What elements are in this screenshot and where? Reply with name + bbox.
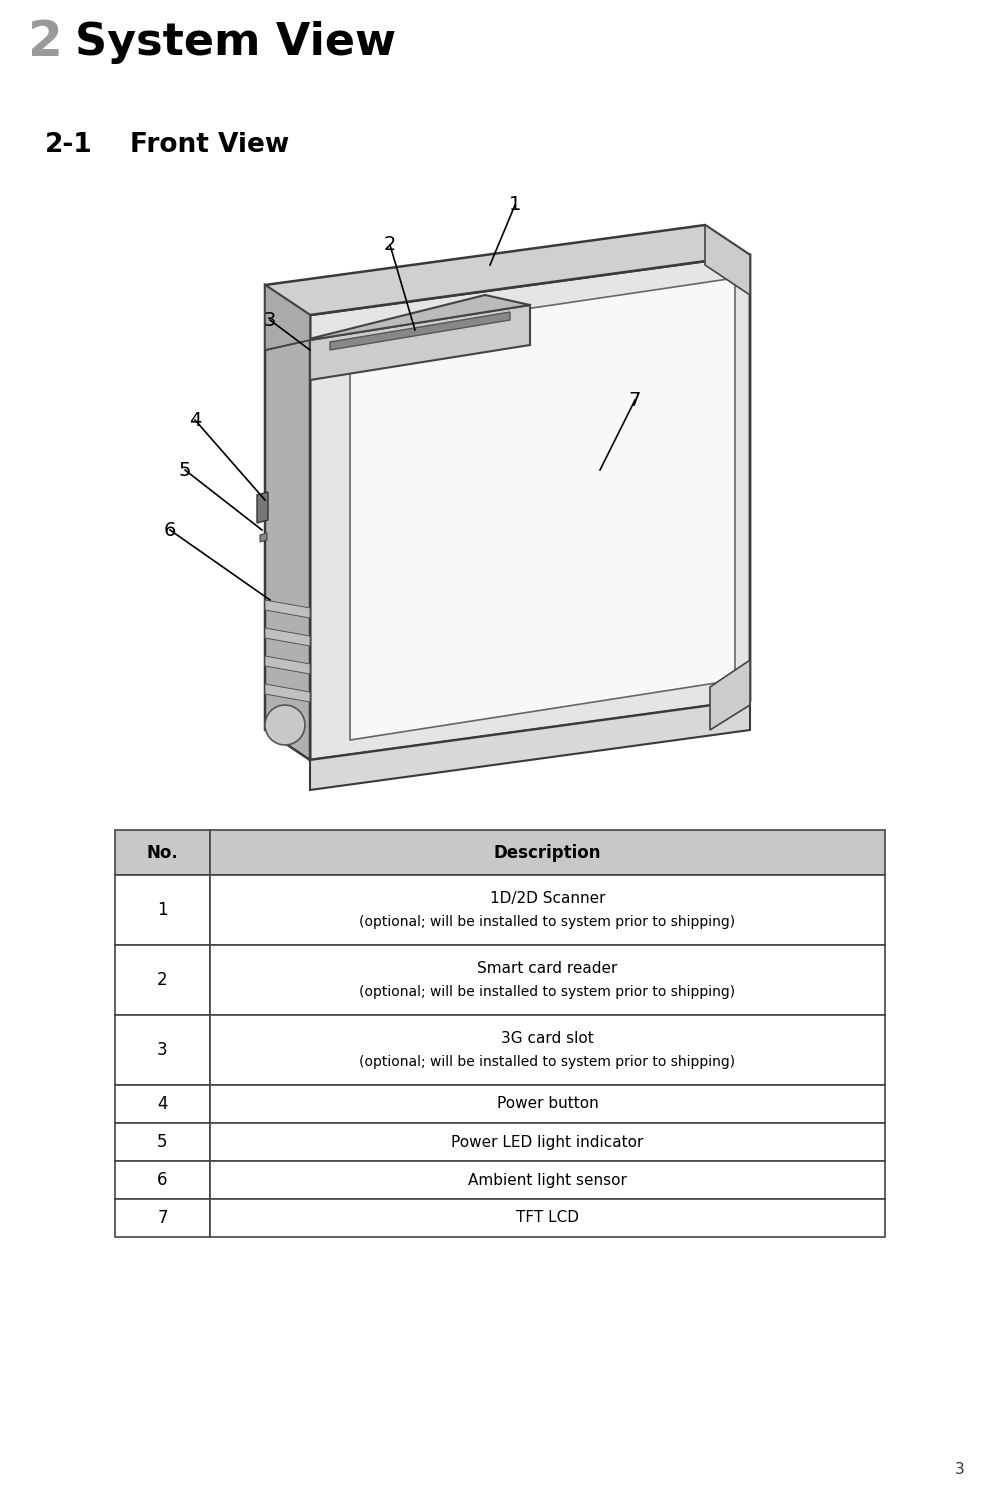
Text: 4: 4: [188, 410, 201, 429]
Polygon shape: [265, 225, 750, 315]
Bar: [115, 1015, 210, 1085]
Bar: [115, 1160, 210, 1199]
Bar: [210, 1015, 885, 1085]
Polygon shape: [310, 255, 750, 760]
Bar: [210, 1160, 885, 1199]
Polygon shape: [265, 296, 530, 350]
Text: (optional; will be installed to system prior to shipping): (optional; will be installed to system p…: [360, 985, 735, 998]
Bar: [115, 946, 210, 1015]
Text: Ambient light sensor: Ambient light sensor: [468, 1172, 627, 1187]
Text: 2: 2: [28, 18, 63, 66]
Text: 2-1: 2-1: [45, 132, 93, 158]
Text: No.: No.: [146, 844, 178, 862]
Bar: [210, 875, 885, 946]
Text: 3: 3: [264, 311, 277, 330]
Bar: [115, 1199, 210, 1237]
Bar: [210, 830, 885, 875]
Polygon shape: [310, 699, 750, 790]
Text: 3: 3: [955, 1462, 965, 1477]
Bar: [115, 830, 210, 875]
Text: 6: 6: [163, 521, 176, 539]
Bar: [210, 1085, 885, 1123]
Circle shape: [265, 705, 305, 744]
Text: System View: System View: [75, 21, 396, 63]
Text: 3G card slot: 3G card slot: [501, 1031, 594, 1046]
Text: 1D/2D Scanner: 1D/2D Scanner: [490, 890, 605, 905]
Polygon shape: [265, 600, 310, 618]
Polygon shape: [257, 492, 268, 522]
Bar: [115, 875, 210, 946]
Text: Smart card reader: Smart card reader: [477, 961, 617, 976]
Text: 1: 1: [509, 195, 521, 215]
Bar: [115, 1123, 210, 1160]
Polygon shape: [310, 305, 530, 380]
Text: Power button: Power button: [497, 1097, 598, 1112]
Polygon shape: [705, 225, 750, 296]
Polygon shape: [330, 312, 510, 350]
Text: 2: 2: [384, 236, 396, 255]
Text: 7: 7: [629, 390, 641, 410]
Text: 2: 2: [157, 971, 167, 989]
Bar: [115, 1085, 210, 1123]
Text: (optional; will be installed to system prior to shipping): (optional; will be installed to system p…: [360, 916, 735, 929]
Bar: [210, 1123, 885, 1160]
Bar: [210, 1199, 885, 1237]
Text: 5: 5: [178, 461, 191, 479]
Text: 4: 4: [157, 1096, 167, 1114]
Bar: [210, 946, 885, 1015]
Text: 1: 1: [157, 901, 167, 919]
Text: 7: 7: [157, 1208, 167, 1226]
Polygon shape: [265, 627, 310, 645]
Polygon shape: [265, 656, 310, 674]
Polygon shape: [265, 285, 310, 350]
Text: Power LED light indicator: Power LED light indicator: [451, 1135, 643, 1150]
Text: 6: 6: [157, 1171, 167, 1189]
Text: (optional; will be installed to system prior to shipping): (optional; will be installed to system p…: [360, 1055, 735, 1069]
Text: TFT LCD: TFT LCD: [516, 1210, 579, 1225]
Text: Description: Description: [494, 844, 601, 862]
Polygon shape: [265, 684, 310, 702]
Polygon shape: [350, 278, 735, 740]
Text: 3: 3: [157, 1042, 167, 1060]
Polygon shape: [260, 533, 267, 542]
Text: 5: 5: [157, 1133, 167, 1151]
Polygon shape: [265, 285, 310, 760]
Text: Front View: Front View: [130, 132, 290, 158]
Polygon shape: [710, 660, 750, 729]
